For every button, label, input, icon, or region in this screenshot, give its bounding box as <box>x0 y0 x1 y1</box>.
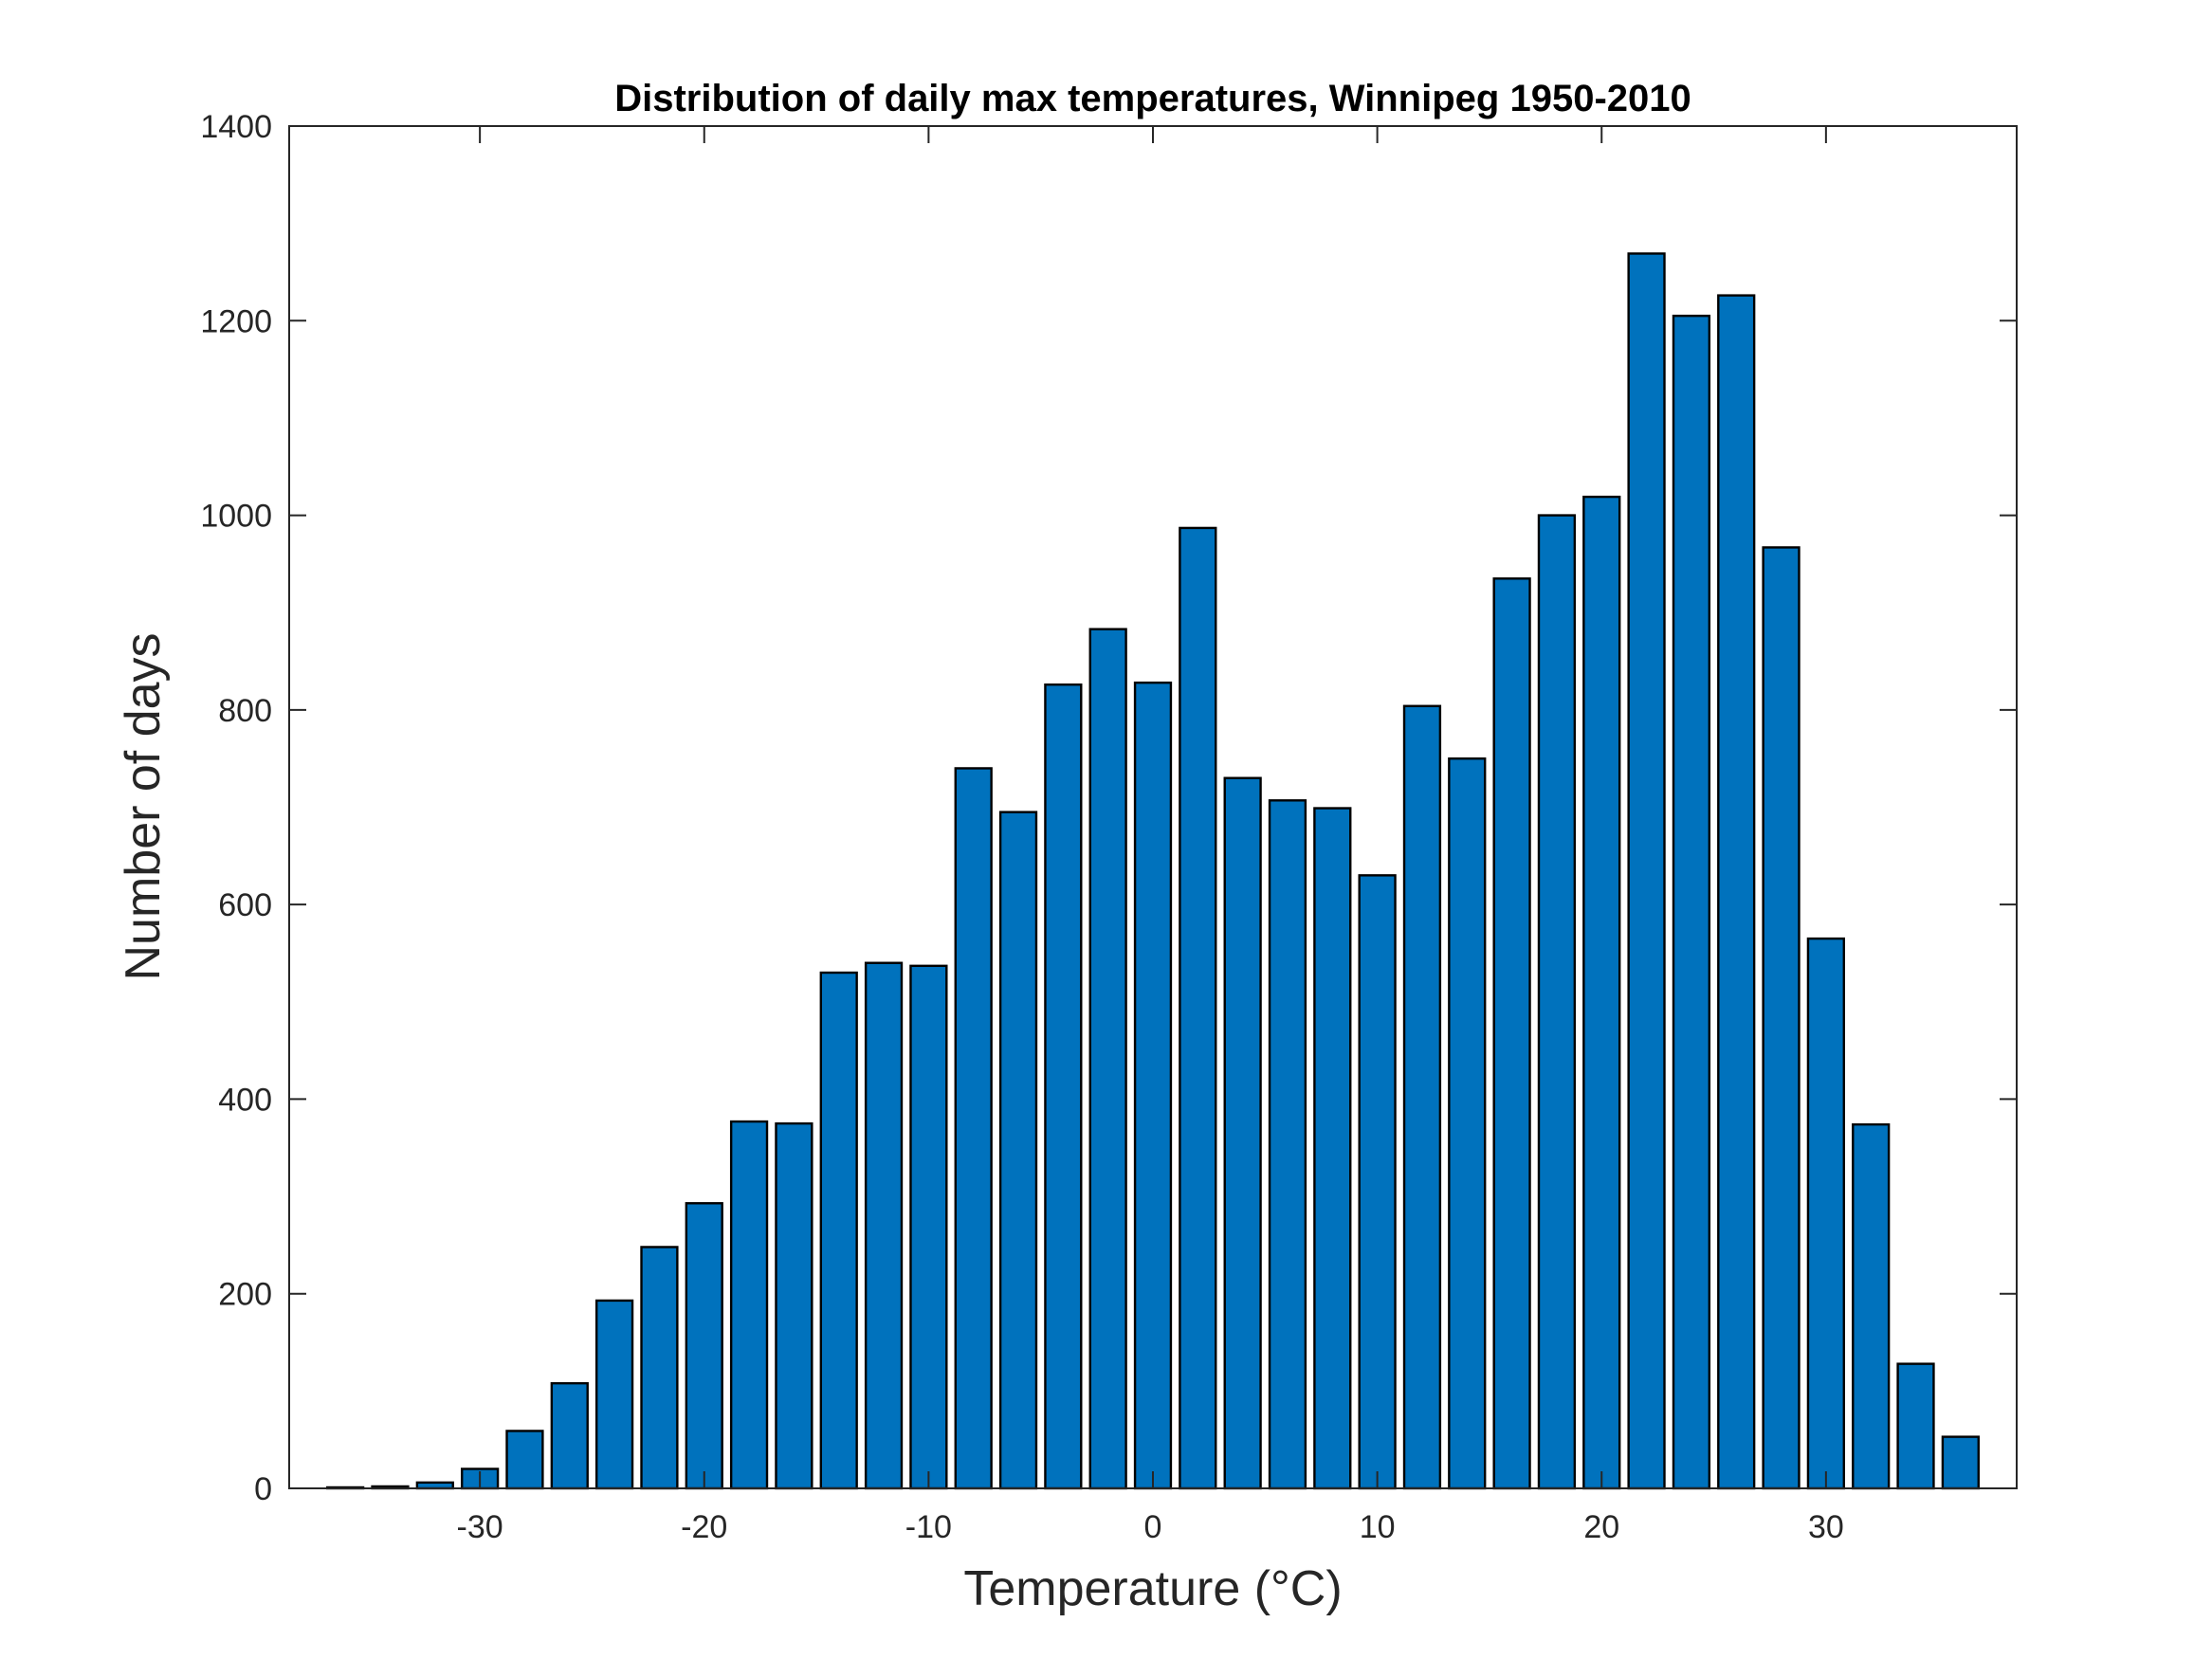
y-tick-label: 800 <box>218 693 272 729</box>
bar-34 <box>1896 1362 1935 1490</box>
bar-28 <box>1762 546 1801 1490</box>
bar-32 <box>1852 1122 1891 1490</box>
bar--6 <box>998 811 1038 1490</box>
y-tick-label: 0 <box>254 1471 272 1507</box>
x-axis-ticks: -30 -20 -10 0 10 20 30 <box>457 126 1844 1545</box>
bar-30 <box>1806 937 1845 1490</box>
bar-36 <box>1941 1435 1980 1490</box>
x-tick-label: 0 <box>1144 1509 1162 1545</box>
y-tick-label: 200 <box>218 1277 272 1313</box>
bar-8 <box>1313 807 1352 1490</box>
y-tick-label: 1400 <box>200 109 272 145</box>
y-tick-label: 1200 <box>200 303 272 339</box>
x-tick-label: -20 <box>681 1509 727 1545</box>
bar-16 <box>1492 577 1531 1490</box>
y-tick-label: 600 <box>218 887 272 923</box>
bar--20 <box>685 1202 723 1490</box>
bar-20 <box>1582 495 1621 1490</box>
bar-22 <box>1627 252 1666 1490</box>
bar-24 <box>1672 314 1711 1490</box>
bar-2 <box>1179 526 1217 1490</box>
bar--22 <box>640 1246 679 1490</box>
bar-26 <box>1717 294 1756 1490</box>
bar--18 <box>729 1120 769 1490</box>
bar-0 <box>1133 681 1173 1490</box>
bars-group <box>326 252 1980 1490</box>
bar--2 <box>1088 628 1127 1490</box>
bar-6 <box>1268 799 1307 1490</box>
bar--28 <box>505 1430 544 1490</box>
bar-10 <box>1358 874 1397 1490</box>
y-tick-label: 400 <box>218 1082 272 1118</box>
x-tick-label: 30 <box>1808 1509 1844 1545</box>
x-tick-label: 10 <box>1360 1509 1396 1545</box>
y-axis-ticks: 0 200 400 600 800 1000 1200 1400 <box>200 109 2017 1507</box>
y-tick-label: 1000 <box>200 499 272 535</box>
bar-18 <box>1537 514 1577 1490</box>
bar--8 <box>954 767 993 1490</box>
x-axis-label: Temperature (°C) <box>963 1561 1342 1616</box>
bar-12 <box>1402 704 1442 1490</box>
bar--12 <box>864 961 904 1490</box>
x-tick-label: -30 <box>457 1509 503 1545</box>
bar--16 <box>775 1121 814 1490</box>
y-axis-label: Number of days <box>116 632 171 980</box>
bar--26 <box>550 1381 589 1490</box>
chart-title: Distribution of daily max temperatures, … <box>614 78 1691 119</box>
bar--14 <box>819 971 858 1490</box>
bar-14 <box>1448 757 1487 1490</box>
bar-4 <box>1223 776 1262 1490</box>
bar--24 <box>594 1299 634 1490</box>
bar--4 <box>1044 683 1083 1490</box>
x-tick-label: 20 <box>1583 1509 1619 1545</box>
x-tick-label: -10 <box>905 1509 952 1545</box>
bar--10 <box>909 964 948 1490</box>
